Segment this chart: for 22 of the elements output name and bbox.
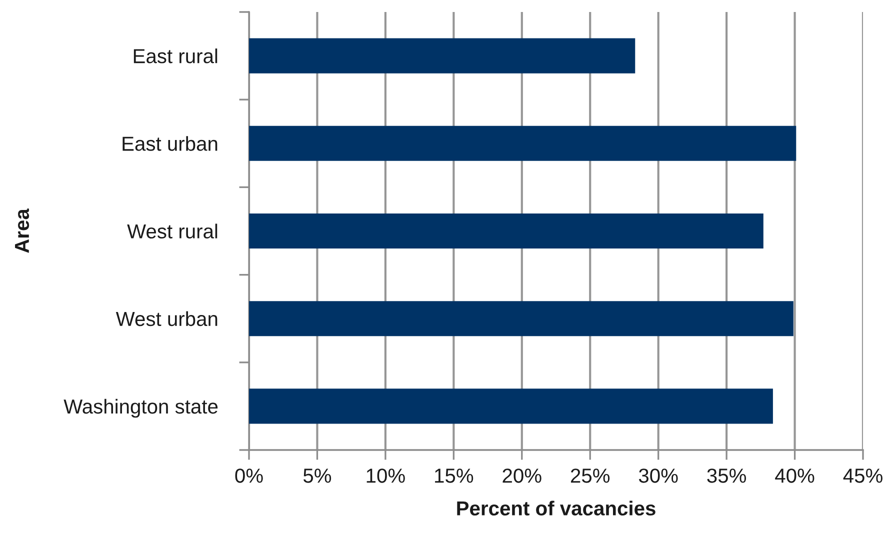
x-tick-label: 35% — [707, 468, 746, 483]
y-tick-label: East rural — [134, 48, 218, 64]
bar — [249, 301, 794, 336]
x-tick-label: 25% — [570, 468, 610, 483]
bar — [249, 388, 773, 424]
x-tick-label: 0% — [235, 468, 263, 483]
x-tick-label: 10% — [366, 468, 405, 483]
x-tick-label: 45% — [843, 468, 882, 483]
bar — [249, 38, 636, 74]
x-tick-label: 15% — [435, 468, 474, 483]
x-tick-label: 40% — [775, 468, 814, 483]
y-tick-label: West urban — [116, 311, 218, 326]
y-axis-title: Area — [15, 208, 30, 253]
x-axis-title: Percent of vacancies — [457, 500, 656, 516]
y-tick-label: Washington state — [64, 398, 218, 418]
x-tick-label: 5% — [303, 468, 332, 483]
bar — [249, 213, 764, 249]
y-tick-label: East urban — [122, 136, 218, 151]
x-tick-label: 20% — [502, 468, 542, 483]
x-tick-label: 30% — [638, 468, 678, 483]
bar — [249, 126, 796, 161]
y-tick-label: West rural — [127, 224, 218, 238]
